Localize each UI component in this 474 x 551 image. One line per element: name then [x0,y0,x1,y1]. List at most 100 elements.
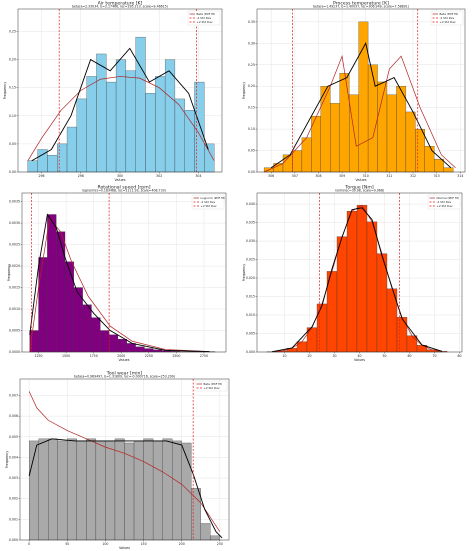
bar [330,103,340,173]
x-tick-label: 307 [292,174,298,178]
x-tick-label: 314 [457,174,463,178]
bar [424,146,435,173]
y-tick-label: 0.0005 [9,329,20,333]
x-tick-label: 30 [332,354,336,358]
y-tick-label: 0.007 [9,394,18,398]
x-tick-label: 304 [195,174,201,178]
chart-title: Rotational speed [rpm] [98,185,151,191]
bar [66,126,77,173]
x-tick-label: 10 [282,354,286,358]
bar [356,205,368,353]
x-axis-label: Values [119,546,130,550]
legend-label: +2 Std Dev [204,386,220,390]
legend-box [187,10,221,26]
bar [57,440,68,541]
x-axis-label: Values [355,178,366,182]
y-tick-label: 0.001 [9,517,18,521]
bar [153,349,163,353]
bar [405,111,416,173]
y-tick-label: 0.25 [9,29,16,33]
bar [105,440,116,541]
bar [174,98,185,173]
bar [346,210,358,353]
bar [76,98,87,173]
bar [64,261,74,353]
legend-label: Beta (PDF fit) [204,382,223,386]
y-tick-label: 0.004 [9,455,18,459]
y-tick-label: 0.0015 [9,286,20,290]
x-tick-label: 312 [410,174,416,178]
y-tick-label: 0.10 [9,114,16,118]
bar [191,488,201,541]
bar [292,150,303,173]
x-tick-label: 70 [432,354,436,358]
fit-line [28,391,221,532]
bar [144,348,154,353]
x-tick-label: 40 [357,354,361,358]
y-tick-label: 0.035 [246,221,255,225]
bar [82,304,92,353]
bar [100,330,110,353]
bar [96,53,107,173]
legend-box [194,380,228,392]
plot-frame [256,192,463,353]
bar [86,76,97,173]
chart-subtitle: beta(a=2.33034, b=2.17466, loc=295.213, … [72,5,168,9]
bar [366,221,378,353]
x-axis-label: Values [354,358,365,362]
y-axis-label: Frequency [242,264,246,282]
y-tick-label: 0.000 [246,350,255,354]
bar [200,523,211,541]
bar [306,327,318,353]
y-axis-label: Frequency [5,451,9,469]
x-tick-label: 2000 [117,354,125,358]
x-axis-label: Values [114,178,125,182]
y-tick-label: 0.10 [248,127,255,131]
kde-line [31,47,209,162]
bar [406,335,418,353]
legend-label: Normal (PDF fit) [437,196,459,200]
legend-label: Lognorm (PDF fit) [201,196,226,200]
x-tick-label: 308 [315,174,321,178]
x-axis-label: Values [118,358,129,362]
plot-frame [21,192,227,353]
legend-box [430,10,464,26]
bar [396,86,407,173]
bar [67,438,77,541]
legend-label: +2 Std Dev [440,20,456,24]
legend-label: +2 Std Dev [201,204,217,208]
legend-label: -2 Std Dev [201,200,216,204]
y-tick-label: 0.0000 [9,350,20,354]
bar [162,438,173,541]
y-tick-label: 0.05 [248,149,255,153]
bar [117,338,127,353]
x-tick-label: 1750 [90,354,98,358]
kde-line [271,207,443,353]
bar [194,81,205,173]
bar [155,76,166,173]
legend-label: -2 Std Dev [437,200,452,204]
y-tick-label: 0.015 [246,295,255,299]
plot-frame [17,8,223,173]
y-tick-label: 0.25 [248,63,255,67]
x-tick-label: 313 [434,174,440,178]
bar [86,438,97,541]
x-tick-label: 310 [363,174,369,178]
bar [38,257,48,353]
y-tick-label: 0.0025 [9,243,20,247]
fit-line [271,204,443,353]
y-tick-label: 0.0030 [9,221,20,225]
y-tick-label: 0.002 [9,497,18,501]
legend-box [427,194,461,210]
y-axis-label: Frequency [7,264,11,282]
y-tick-label: 0.05 [9,142,16,146]
y-tick-label: 0.005 [9,435,18,439]
y-tick-label: 0.20 [248,84,255,88]
bar [114,438,125,541]
bar [57,143,68,173]
x-tick-label: 200 [179,542,185,546]
y-tick-label: 0.000 [9,538,18,542]
chart-title: Tool wear [min] [106,371,143,377]
y-tick-label: 0.030 [246,239,255,243]
